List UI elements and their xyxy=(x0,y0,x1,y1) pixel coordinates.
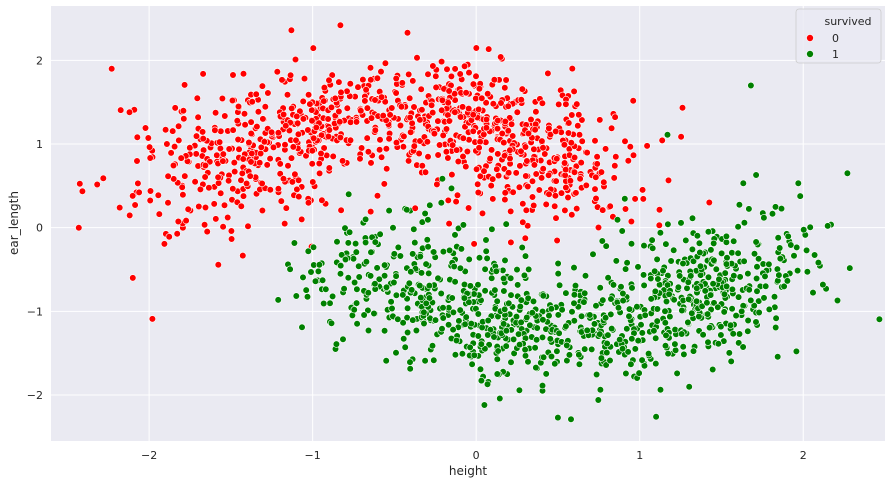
x-tick-label: −2 xyxy=(141,449,157,462)
x-tick-label: 2 xyxy=(800,449,807,462)
legend-box xyxy=(795,8,882,64)
y-tick-label: −1 xyxy=(27,305,43,318)
x-axis-ticks: −2 −1 0 1 2 xyxy=(141,449,807,462)
legend-label-1: 1 xyxy=(832,48,839,61)
x-axis-label: height xyxy=(449,464,488,478)
legend-marker-1 xyxy=(806,50,814,58)
y-tick-label: 0 xyxy=(36,222,43,235)
y-tick-label: 1 xyxy=(36,138,43,151)
y-tick-label: −2 xyxy=(27,389,43,402)
y-tick-label: 2 xyxy=(36,54,43,67)
legend-title: survived xyxy=(824,15,871,28)
legend-marker-0 xyxy=(806,34,814,42)
x-tick-label: 1 xyxy=(636,449,643,462)
x-tick-label: −1 xyxy=(305,449,321,462)
x-tick-label: 0 xyxy=(473,449,480,462)
data-points xyxy=(75,21,884,423)
legend-label-0: 0 xyxy=(832,32,839,45)
y-axis-label: ear_length xyxy=(7,191,21,255)
legend: survived 0 1 xyxy=(795,8,882,64)
y-axis-ticks: −2 −1 0 1 2 xyxy=(27,54,43,402)
